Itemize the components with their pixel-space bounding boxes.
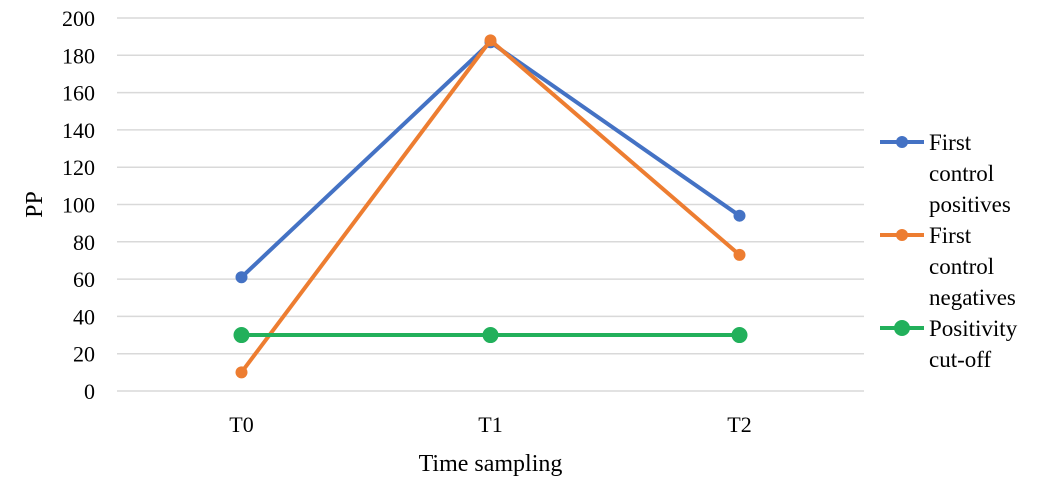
- data-point-positivity-cut-off: [233, 327, 250, 344]
- y-tick-label: 40: [73, 304, 95, 329]
- x-axis-ticks: T0 T1 T2: [229, 412, 751, 437]
- y-tick-label: 160: [62, 81, 95, 106]
- y-tick-label: 200: [62, 6, 95, 31]
- legend-item-positivity-cut-off: Positivity cut-off: [880, 316, 1018, 372]
- x-tick-label: T1: [478, 412, 502, 437]
- gridlines: [117, 17, 864, 392]
- y-axis-ticks: 0 20 40 60 80 100 120 140 160 180 200: [62, 6, 95, 404]
- legend-label: Positivity cut-off: [929, 316, 1018, 372]
- data-point-first-control-positives: [733, 209, 746, 222]
- y-tick-label: 120: [62, 155, 95, 180]
- data-point-first-control-negatives: [235, 366, 248, 379]
- x-tick-label: T0: [229, 412, 253, 437]
- x-tick-label: T2: [727, 412, 751, 437]
- legend-swatch-marker: [894, 320, 910, 336]
- y-tick-label: 100: [62, 193, 95, 218]
- x-axis-label: Time sampling: [419, 451, 563, 477]
- legend-label: First control positives: [929, 130, 1011, 217]
- data-point-first-control-negatives: [484, 34, 497, 47]
- y-tick-label: 80: [73, 230, 95, 255]
- legend-label: First control negatives: [929, 223, 1016, 310]
- y-axis-label: PP: [22, 191, 48, 218]
- data-point-positivity-cut-off: [482, 327, 499, 344]
- data-point-first-control-negatives: [733, 248, 746, 261]
- data-point-positivity-cut-off: [731, 327, 748, 344]
- y-tick-label: 140: [62, 118, 95, 143]
- legend-swatch-marker: [896, 136, 908, 148]
- series-group: [233, 34, 748, 379]
- data-point-first-control-positives: [235, 271, 248, 284]
- y-tick-label: 60: [73, 267, 95, 292]
- y-tick-label: 180: [62, 43, 95, 68]
- y-tick-label: 20: [73, 342, 95, 367]
- y-tick-label: 0: [84, 379, 95, 404]
- legend-swatch-marker: [896, 229, 908, 241]
- legend-item-first-control-negatives: First control negatives: [880, 223, 1016, 310]
- legend-item-first-control-positives: First control positives: [880, 130, 1011, 217]
